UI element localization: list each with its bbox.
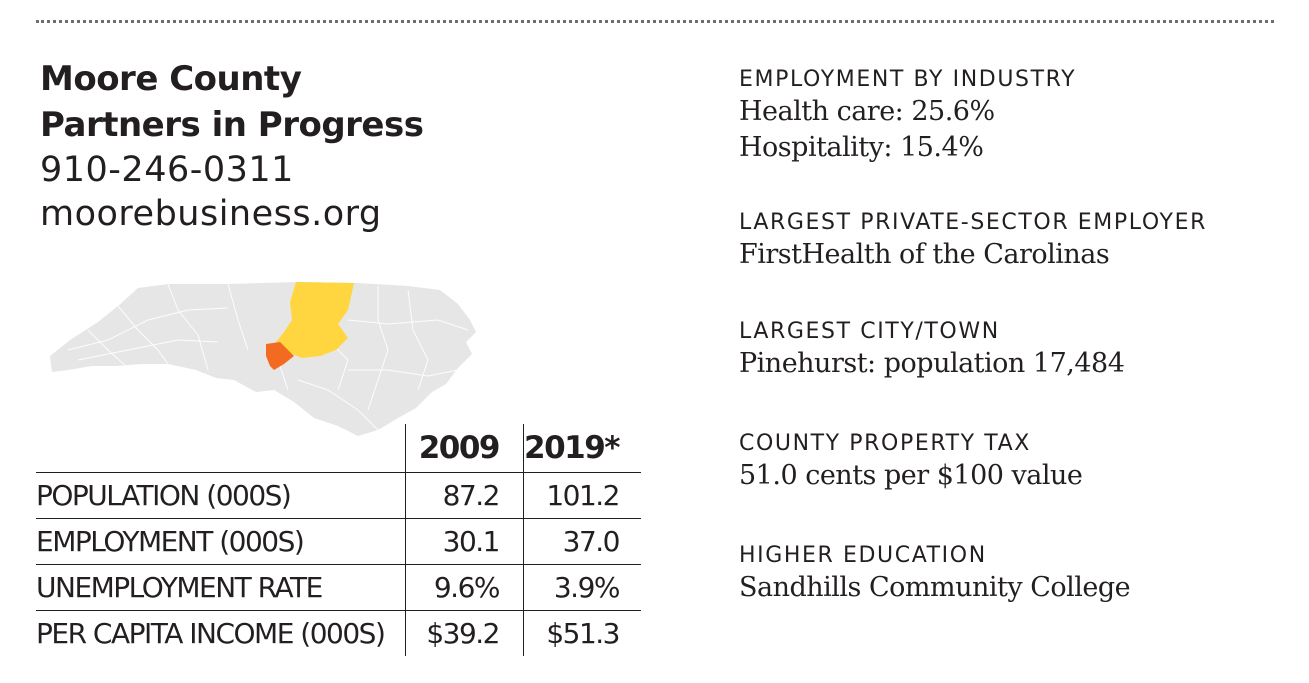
org-name-line-2: Partners in Progress (40, 105, 424, 145)
cell-2009: 30.1 (405, 518, 524, 565)
org-phone: 910-246-0311 (40, 150, 294, 190)
fact-value: Pinehurst: population 17,484 (739, 348, 1125, 379)
org-name-line-1: Moore County (40, 59, 302, 99)
fact-heading: LARGEST PRIVATE-SECTOR EMPLOYER (739, 210, 1207, 235)
fact-heading: EMPLOYMENT BY INDUSTRY (739, 67, 1077, 92)
fact-employment-by-industry: EMPLOYMENT BY INDUSTRY Health care: 25.6… (739, 66, 1299, 166)
cell-2009: 87.2 (405, 472, 524, 519)
org-website: moorebusiness.org (40, 194, 382, 234)
fact-heading: HIGHER EDUCATION (739, 543, 987, 568)
row-label: UNEMPLOYMENT RATE (36, 564, 406, 611)
fact-value: Health care: 25.6% (739, 96, 995, 127)
cell-2019: 101.2 (523, 472, 641, 519)
row-label: POPULATION (000S) (36, 472, 406, 519)
state-outline (50, 282, 476, 436)
fact-higher-education: HIGHER EDUCATION Sandhills Community Col… (739, 542, 1299, 606)
fact-value: FirstHealth of the Carolinas (739, 239, 1110, 270)
highlight-county (266, 342, 294, 370)
fact-largest-city: LARGEST CITY/TOWN Pinehurst: population … (739, 318, 1299, 382)
table-header-row: 2009 2019* (36, 424, 641, 473)
table-row-unemployment-rate: UNEMPLOYMENT RATE 9.6% 3.9% (36, 564, 641, 611)
fact-value: 51.0 cents per $100 value (739, 460, 1083, 491)
cell-2019: 3.9% (523, 564, 641, 611)
row-label: PER CAPITA INCOME (000S) (36, 617, 386, 650)
dotted-divider (36, 20, 1274, 23)
table-row-population: POPULATION (000S) 87.2 101.2 (36, 472, 641, 519)
table-row-employment: EMPLOYMENT (000S) 30.1 37.0 (36, 518, 641, 565)
cell-2019: $51.3 (523, 610, 641, 656)
column-header-2009: 2009 (405, 424, 524, 473)
header-blank-cell (36, 424, 406, 473)
organization-block: Moore County Partners in Progress 910-24… (40, 56, 560, 236)
cell-2009: 9.6% (405, 564, 524, 611)
fact-heading: COUNTY PROPERTY TAX (739, 431, 1031, 456)
stats-table: 2009 2019* POPULATION (000S) 87.2 101.2 … (36, 424, 641, 656)
facts-column: EMPLOYMENT BY INDUSTRY Health care: 25.6… (739, 66, 1299, 606)
neighbor-counties (276, 282, 354, 358)
cell-2009: $39.2 (405, 610, 524, 656)
north-carolina-map (50, 282, 476, 436)
fact-value: Sandhills Community College (739, 572, 1131, 603)
fact-heading: LARGEST CITY/TOWN (739, 319, 1000, 344)
table-row-per-capita-income: PER CAPITA INCOME (000S) $39.2 $51.3 (36, 610, 641, 656)
fact-value: Hospitality: 15.4% (739, 132, 984, 163)
row-label: EMPLOYMENT (000S) (36, 518, 406, 565)
cell-2019: 37.0 (523, 518, 641, 565)
fact-largest-employer: LARGEST PRIVATE-SECTOR EMPLOYER FirstHea… (739, 209, 1299, 273)
fact-property-tax: COUNTY PROPERTY TAX 51.0 cents per $100 … (739, 430, 1299, 494)
column-header-2019: 2019* (523, 424, 641, 473)
